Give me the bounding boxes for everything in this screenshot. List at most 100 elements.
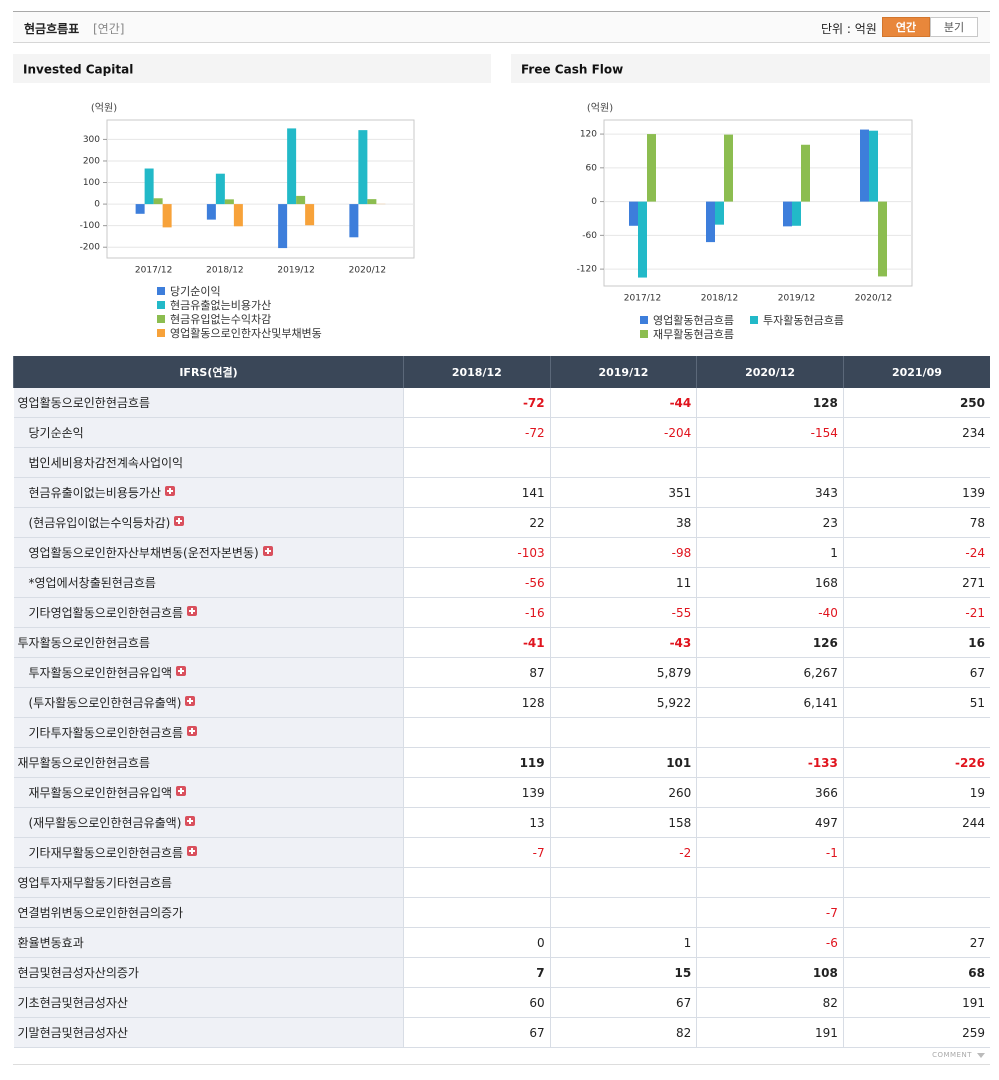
expand-button[interactable] bbox=[164, 486, 175, 496]
legend-label: 현금유출없는비용가산 bbox=[170, 299, 271, 312]
row-label-text: 현금및현금성자산의증가 bbox=[17, 966, 139, 980]
value-cell: -103 bbox=[403, 537, 551, 568]
cell-value: 16 bbox=[968, 635, 985, 650]
cell-value: 6,267 bbox=[803, 665, 838, 680]
value-cell: -7 bbox=[696, 897, 844, 928]
chart-title: Free Cash Flow bbox=[521, 63, 623, 77]
x-tick-label: 2018/12 bbox=[206, 266, 243, 276]
value-cell: 68 bbox=[842, 957, 990, 988]
value-cell bbox=[549, 717, 697, 748]
value-cell bbox=[842, 837, 990, 868]
value-cell: 126 bbox=[696, 627, 844, 658]
cell-value: 128 bbox=[521, 695, 545, 710]
comment-arrow bbox=[977, 1053, 985, 1058]
table-row: 투자활동으로인한현금흐름 -41 -43 126 16 bbox=[13, 627, 990, 658]
value-cell: -72 bbox=[403, 417, 551, 448]
cell-value: 271 bbox=[962, 575, 985, 590]
row-label: 영업활동으로인한자산부채변동(운전자본변동) bbox=[13, 537, 404, 568]
value-cell: 271 bbox=[842, 567, 990, 598]
value-cell: -154 bbox=[696, 417, 844, 448]
value-cell: 87 bbox=[403, 657, 551, 688]
page-title: 현금흐름표 bbox=[24, 22, 80, 36]
cell-value: 128 bbox=[812, 395, 838, 410]
period-tab[interactable]: 분기 bbox=[930, 17, 978, 37]
value-cell: 101 bbox=[549, 747, 697, 778]
expand-button[interactable] bbox=[187, 846, 198, 856]
y-tick-label: 300 bbox=[83, 135, 100, 145]
row-label-text: 연결범위변동으로인한현금의증가 bbox=[17, 906, 184, 920]
row-label: (투자활동으로인한현금유출액) bbox=[13, 687, 404, 718]
row-label: 현금유출이없는비용등가산 bbox=[13, 477, 404, 508]
table-row: 영업투자재무활동기타현금흐름 bbox=[13, 867, 990, 898]
cell-value: -72 bbox=[525, 425, 545, 440]
cell-value: 67 bbox=[969, 665, 985, 680]
expand-button[interactable] bbox=[262, 546, 273, 556]
cell-value: 15 bbox=[674, 965, 692, 980]
table-row: 영업활동으로인한현금흐름 -72 -44 128 250 bbox=[13, 388, 990, 418]
cell-value: -16 bbox=[525, 605, 545, 620]
value-cell: 128 bbox=[403, 687, 551, 718]
comment-toggle[interactable]: COMMENT bbox=[932, 1051, 972, 1059]
cell-value: 67 bbox=[675, 995, 692, 1010]
table-row: 현금및현금성자산의증가 7 15 108 68 bbox=[13, 957, 990, 988]
bar bbox=[783, 201, 792, 227]
value-cell bbox=[549, 897, 697, 928]
value-cell: 5,879 bbox=[549, 657, 697, 688]
period-tab[interactable]: 연간 bbox=[882, 17, 930, 37]
row-label: 기타투자활동으로인한현금흐름 bbox=[13, 717, 404, 748]
cell-value: 1 bbox=[683, 935, 692, 950]
footer: COMMENT bbox=[13, 1048, 990, 1065]
column-header: 2018/12 bbox=[403, 356, 551, 388]
y-tick-label: 60 bbox=[586, 163, 598, 173]
value-cell: -204 bbox=[549, 417, 697, 448]
value-cell: -55 bbox=[549, 597, 697, 628]
table-row: 기말현금및현금성자산 67 82 191 259 bbox=[13, 1017, 990, 1048]
value-cell: 11 bbox=[549, 567, 697, 598]
value-cell: 259 bbox=[842, 1017, 990, 1048]
row-label-text: 환율변동효과 bbox=[17, 936, 84, 950]
value-cell: 141 bbox=[403, 477, 551, 508]
value-cell: 191 bbox=[842, 987, 990, 1018]
value-cell: 27 bbox=[842, 927, 990, 958]
cell-value: 82 bbox=[822, 995, 838, 1010]
cell-value: 259 bbox=[962, 1025, 985, 1040]
cell-value: 60 bbox=[529, 995, 545, 1010]
chart-title: Invested Capital bbox=[23, 63, 133, 77]
legend-swatch bbox=[157, 329, 165, 337]
cell-value: 22 bbox=[529, 515, 545, 530]
cell-value: 126 bbox=[812, 635, 838, 650]
value-cell: 13 bbox=[403, 807, 551, 838]
cell-value: -24 bbox=[965, 545, 985, 560]
row-label-text: 재무활동으로인한현금흐름 bbox=[17, 756, 150, 770]
table-header: IFRS(연결) 2018/12 2019/12 2020/12 2021/09 bbox=[13, 356, 990, 388]
bar bbox=[206, 204, 216, 220]
row-label: 기타재무활동으로인한현금흐름 bbox=[13, 837, 404, 868]
value-cell: 1 bbox=[549, 927, 697, 958]
expand-button[interactable] bbox=[174, 516, 185, 526]
value-cell: 38 bbox=[549, 507, 697, 538]
legend-swatch bbox=[157, 301, 165, 309]
expand-button[interactable] bbox=[185, 816, 196, 826]
row-label-text: 영업활동으로인한자산부채변동(운전자본변동) bbox=[28, 546, 259, 560]
cell-value: -56 bbox=[525, 575, 545, 590]
expand-button[interactable] bbox=[176, 786, 187, 796]
value-cell: 67 bbox=[549, 987, 697, 1018]
expand-button[interactable] bbox=[176, 666, 187, 676]
expand-button[interactable] bbox=[187, 606, 198, 616]
value-cell: -43 bbox=[549, 627, 697, 658]
value-cell: -72 bbox=[403, 388, 551, 418]
cell-value: 139 bbox=[962, 485, 985, 500]
row-label: 환율변동효과 bbox=[13, 927, 404, 958]
row-label: (재무활동으로인한현금유출액) bbox=[13, 807, 404, 838]
value-cell: 139 bbox=[842, 477, 990, 508]
cell-value: 351 bbox=[668, 485, 692, 500]
cell-value: 260 bbox=[668, 785, 692, 800]
value-cell: 19 bbox=[842, 777, 990, 808]
expand-button[interactable] bbox=[185, 696, 196, 706]
x-tick-label: 2019/12 bbox=[277, 266, 314, 276]
panel-title-bar bbox=[13, 54, 491, 83]
expand-button[interactable] bbox=[187, 726, 198, 736]
table-row: 기타영업활동으로인한현금흐름 -16 -55 -40 -21 bbox=[13, 597, 990, 628]
